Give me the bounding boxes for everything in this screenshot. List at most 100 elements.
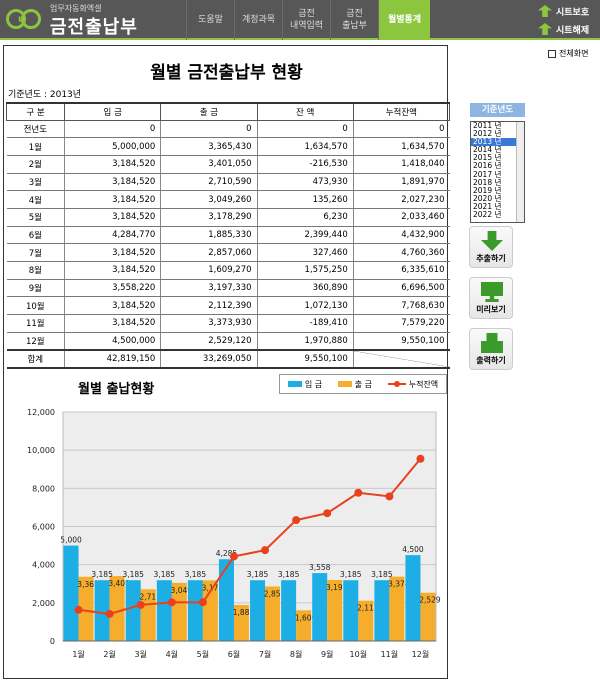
table-cell: 3,184,520 — [64, 208, 161, 227]
table-row: 12월 4,500,000 2,529,120 1,970,880 9,550,100 — [6, 332, 450, 351]
sheet-protect-button[interactable]: 시트보호 — [538, 3, 596, 19]
table-cell: 5,000,000 — [64, 137, 161, 156]
table-cell: 4,760,360 — [352, 243, 450, 262]
withdrawal-bar — [296, 610, 312, 641]
column-header: 잔 액 — [256, 102, 354, 121]
x-tick-label: 6월 — [228, 649, 240, 659]
preview-label: 미리보기 — [476, 305, 506, 314]
deposit-data-label: 5,000 — [60, 536, 82, 545]
table-cell: -189,410 — [256, 314, 354, 333]
table-cell: 3,178,290 — [160, 208, 258, 227]
column-header: 누적잔액 — [352, 102, 451, 121]
x-tick-label: 8월 — [290, 649, 302, 659]
table-cell: 0 — [64, 120, 161, 139]
print-button[interactable]: 출력하기 — [469, 328, 513, 370]
y-tick-label: 6,000 — [32, 523, 55, 532]
table-cell: 2,399,440 — [256, 226, 354, 245]
deposit-data-label: 4,285 — [216, 549, 238, 558]
cumulative-point — [167, 598, 176, 607]
table-cell: 2,710,590 — [160, 173, 258, 192]
table-row: 4월 3,184,520 3,049,260 135,260 2,027,230 — [6, 190, 450, 209]
total-cell — [352, 348, 450, 369]
table-cell: 3,401,050 — [160, 155, 258, 174]
table-row: 11월 3,184,520 3,373,930 -189,410 7,579,220 — [6, 314, 450, 333]
extract-button[interactable]: 추출하기 — [469, 226, 513, 268]
table-cell: 7월 — [6, 243, 65, 262]
total-cell: 33,269,050 — [160, 348, 258, 369]
table-row: 8월 3,184,520 1,609,270 1,575,250 6,335,610 — [6, 261, 450, 280]
year-option[interactable]: 2012 년 — [473, 129, 502, 139]
table-row: 9월 3,558,220 3,197,330 360,890 6,696,500 — [6, 279, 450, 298]
table-row: 5월 3,184,520 3,178,290 6,230 2,033,460 — [6, 208, 450, 227]
table-cell: 2,529,120 — [160, 332, 258, 351]
year-listbox[interactable]: 2011 년 2012 년 2013 년 2014 년 2015 년 2016 년 2017… — [470, 121, 525, 223]
table-row: 3월 3,184,520 2,710,590 473,930 1,891,970 — [6, 173, 450, 192]
deposit-data-label: 4,500 — [402, 545, 424, 554]
deposit-bar — [343, 580, 359, 641]
year-option[interactable]: 2015 년 — [473, 153, 502, 163]
base-year-label: 기준년도 : 2013년 — [8, 90, 82, 100]
year-option[interactable]: 2019 년 — [473, 185, 502, 195]
withdrawal-data-label: 3,374 — [388, 580, 410, 589]
nav-tab[interactable]: 월별통계 — [378, 0, 430, 40]
column-header: 출 금 — [160, 102, 258, 121]
deposit-bar — [187, 580, 203, 641]
x-tick-label: 2월 — [103, 649, 115, 659]
deposit-data-label: 3,185 — [185, 570, 207, 579]
x-tick-label: 9월 — [321, 649, 333, 659]
year-option[interactable]: 2022 년 — [473, 210, 502, 220]
y-tick-label: 4,000 — [32, 561, 55, 570]
year-option[interactable]: 2018 년 — [473, 177, 502, 187]
withdrawal-data-label: 2,857 — [264, 589, 286, 598]
legend-label: 입 금 — [304, 379, 323, 389]
nav-tab[interactable]: 도움말 — [186, 0, 234, 40]
year-option[interactable]: 2021 년 — [473, 201, 502, 211]
table-cell: 1,634,570 — [256, 137, 354, 156]
table-cell: 327,460 — [256, 243, 354, 262]
extract-label: 추출하기 — [476, 254, 506, 263]
x-tick-label: 5월 — [197, 649, 209, 659]
table-cell: 1,072,130 — [256, 296, 354, 316]
checkbox-box[interactable] — [548, 49, 556, 58]
withdrawal-data-label: 3,365 — [77, 580, 99, 589]
table-cell: 0 — [160, 120, 258, 139]
withdrawal-bar — [420, 592, 436, 641]
table-cell: 0 — [352, 120, 450, 139]
year-option[interactable]: 2014 년 — [473, 145, 502, 155]
table-cell: 3,184,520 — [64, 155, 161, 174]
deposit-bar — [63, 545, 79, 641]
table-cell: 7,579,220 — [352, 314, 450, 333]
nav-tab[interactable]: 금전 내역입력 — [282, 0, 330, 40]
fullscreen-checkbox[interactable]: 전체화면 — [548, 48, 588, 59]
table-cell: 473,930 — [256, 173, 354, 192]
legend-item-deposit: 입 금 — [287, 379, 323, 390]
table-cell: 135,260 — [256, 190, 354, 209]
column-header: 구 분 — [5, 102, 66, 121]
table-row: 2월 3,184,520 3,401,050 -216,530 1,418,040 — [6, 155, 450, 174]
monthly-chart: 월별 출납현황 입 금 출 금 누적잔액 0 2,000 4,000 6,000 8,0… — [6, 364, 447, 676]
legend-label: 출 금 — [354, 379, 373, 389]
nav-tab[interactable]: 금전 출납부 — [330, 0, 378, 40]
table-cell: 1월 — [6, 137, 65, 156]
nav-tab[interactable]: 계정과목 — [234, 0, 282, 40]
table-cell: 2,857,060 — [160, 243, 258, 262]
lock-up-icon — [538, 5, 552, 17]
sheet-release-button[interactable]: 시트해제 — [538, 21, 596, 37]
withdrawal-data-label: 1,609 — [295, 613, 317, 622]
total-cell: 42,819,150 — [64, 348, 161, 369]
year-option[interactable]: 2013 년 — [471, 138, 524, 147]
app-title: 금전출납부 — [50, 17, 138, 38]
year-list-scrollbar[interactable] — [516, 122, 524, 222]
year-option[interactable]: 2020 년 — [473, 193, 502, 203]
chart-title: 월별 출납현황 — [78, 382, 155, 397]
table-cell: 3,197,330 — [160, 279, 258, 298]
year-option[interactable]: 2016 년 — [473, 161, 502, 171]
table-cell: 1,891,970 — [352, 173, 450, 192]
x-tick-label: 10월 — [350, 649, 368, 659]
year-option[interactable]: 2011 년 — [473, 121, 502, 130]
table-row: 1월 5,000,000 3,365,430 1,634,570 1,634,570 — [6, 137, 450, 156]
table-cell: 2월 — [6, 155, 65, 174]
table-cell: 3월 — [6, 173, 65, 192]
year-option[interactable]: 2017 년 — [473, 169, 502, 179]
preview-button[interactable]: 미리보기 — [469, 277, 513, 319]
